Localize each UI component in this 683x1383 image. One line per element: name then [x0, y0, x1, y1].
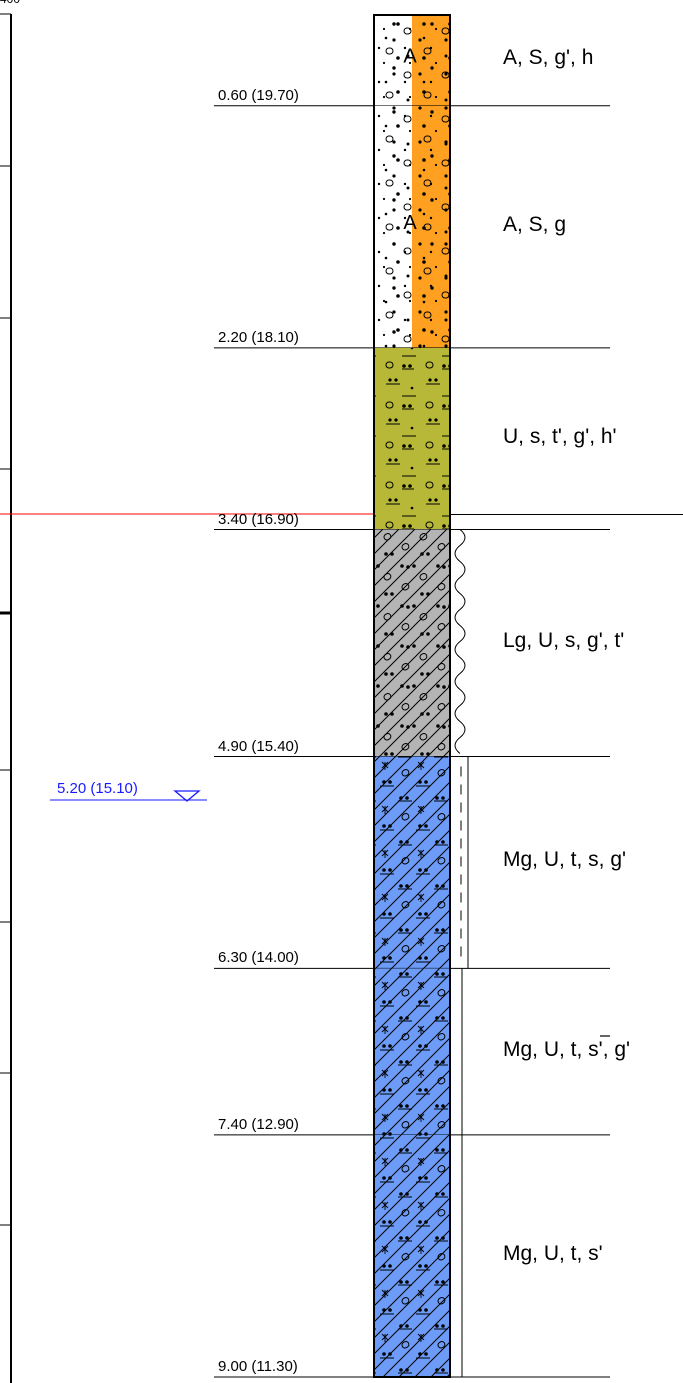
groundwater-triangle-icon — [173, 790, 201, 802]
corner-label: 400 — [0, 0, 20, 6]
groundwater-marker — [50, 790, 207, 802]
layer-description: U, s, t', g', h' — [503, 424, 617, 448]
layer-1-pattern — [374, 15, 450, 106]
depth-label: 2.20 (18.10) — [218, 328, 299, 346]
layer-description: A, S, g', h — [503, 46, 594, 70]
layer-1-fill-symbol: A — [403, 45, 417, 67]
layer-description: Lg, U, s, g', t' — [503, 629, 625, 653]
depth-label: 0.60 (19.70) — [218, 86, 299, 104]
depth-label: 4.90 (15.40) — [218, 737, 299, 755]
depth-label: 9.00 (11.30) — [218, 1358, 298, 1375]
layer-4-pattern — [374, 529, 450, 757]
layer-5-pattern — [374, 756, 450, 969]
depth-label: 3.40 (16.90) — [218, 510, 299, 528]
layer-2-fill-symbol: A — [403, 212, 417, 234]
groundwater-label: 5.20 (15.10) — [57, 780, 138, 797]
left-scale-frame — [0, 13, 12, 1383]
consistency-wavy-mark — [454, 529, 466, 754]
layer-description: Mg, U, t, s, g' — [503, 848, 627, 872]
layer-description: Mg, U, t, s' — [503, 1241, 603, 1265]
layer-3-pattern — [374, 347, 450, 530]
depth-label: 6.30 (14.00) — [218, 949, 299, 967]
depth-label: 7.40 (12.90) — [218, 1115, 299, 1133]
layer-7-pattern — [374, 1134, 450, 1377]
borehole-column-outline — [373, 14, 451, 1378]
layer-description: Mg, U, t, s', g' — [503, 1037, 631, 1061]
layer-description: A, S, g — [503, 212, 567, 236]
layer-2-pattern — [374, 105, 450, 348]
layer-6-pattern — [374, 968, 450, 1135]
